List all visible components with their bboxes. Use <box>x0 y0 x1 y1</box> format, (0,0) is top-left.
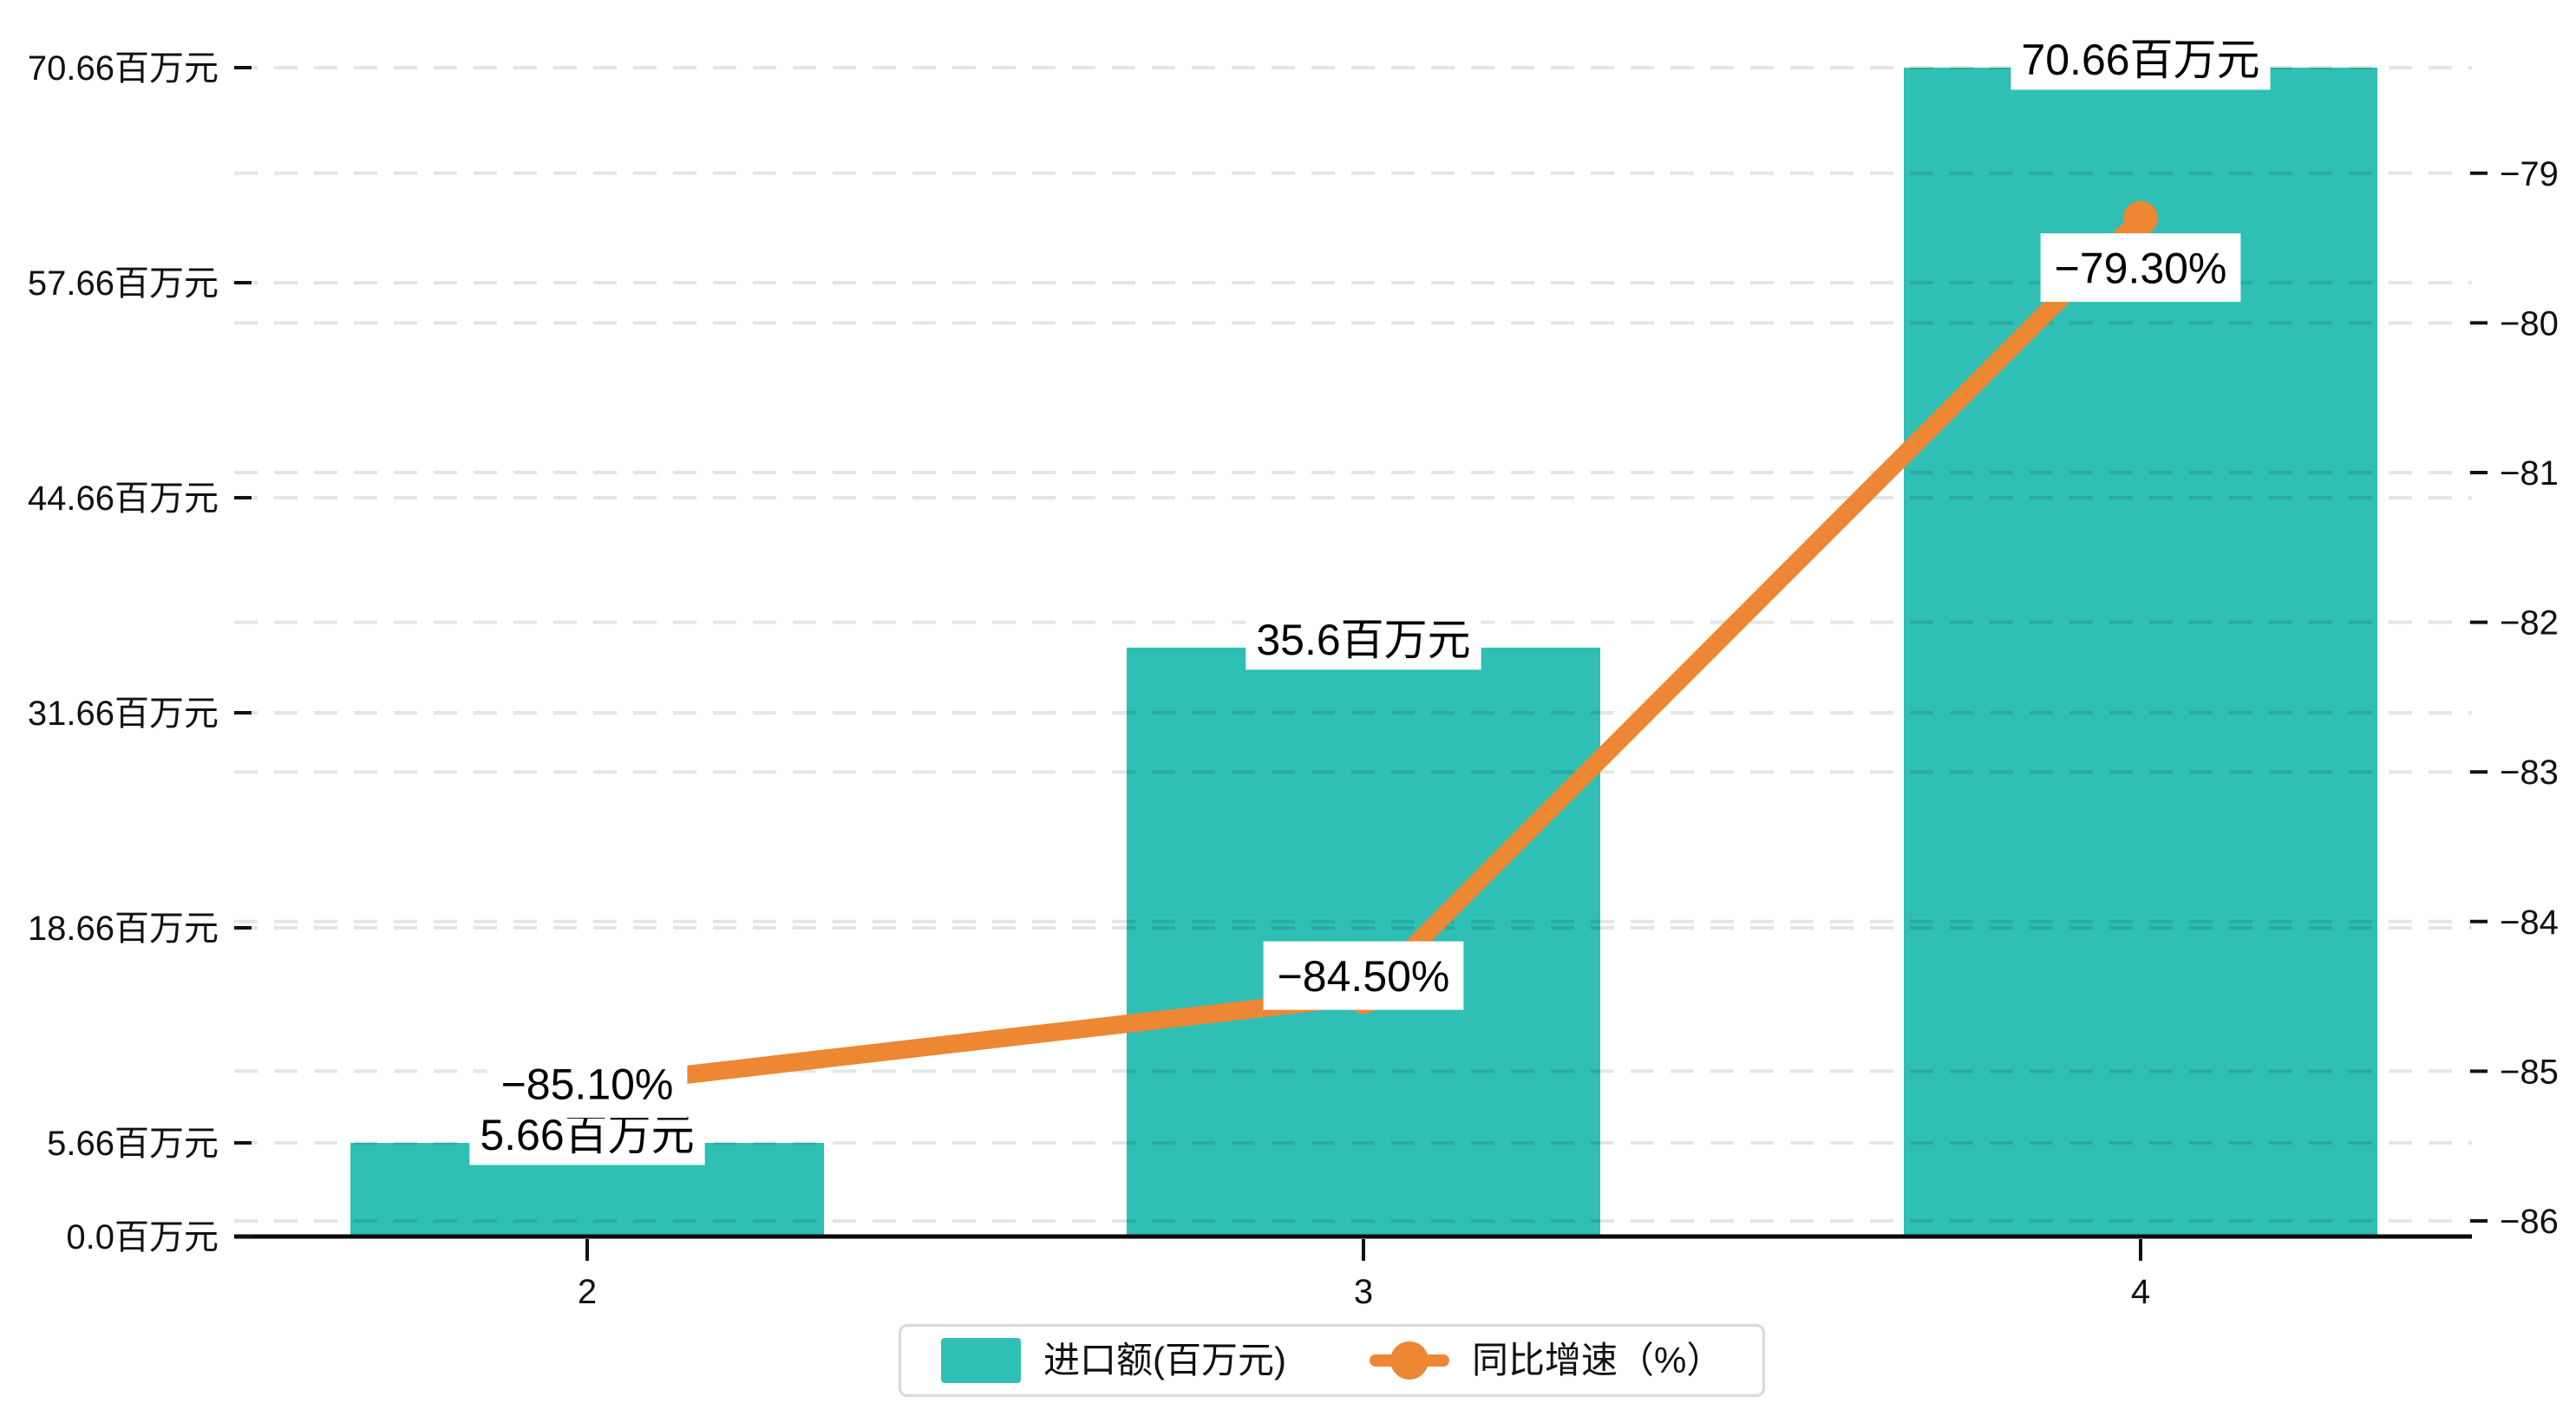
legend-item-label: 进口额(百万元) <box>1043 1340 1286 1380</box>
svg-text:−79.30%: −79.30% <box>2055 245 2227 293</box>
right-axis-tick-label: −82 <box>2500 604 2559 643</box>
line-value-label: −79.30% <box>2040 233 2241 303</box>
x-axis: 2 3 4 <box>578 1239 2150 1311</box>
right-axis-tick-label: −83 <box>2500 754 2559 792</box>
right-axis-tick-label: −85 <box>2500 1053 2559 1091</box>
line-value-label: −84.50% <box>1263 941 1464 1010</box>
svg-text:−85.10%: −85.10% <box>501 1060 674 1109</box>
svg-text:35.6百万元: 35.6百万元 <box>1256 616 1470 664</box>
right-axis-tick-label: −79 <box>2500 155 2559 193</box>
left-axis-tick-label: 31.66百万元 <box>28 695 219 733</box>
left-axis-tick-label: 44.66百万元 <box>28 480 219 518</box>
x-axis-tick-label: 2 <box>578 1273 597 1311</box>
left-axis-tick-label: 70.66百万元 <box>28 49 219 88</box>
bar-swatch-icon <box>941 1338 1021 1383</box>
left-axis-tick-label: 18.66百万元 <box>28 910 219 948</box>
right-axis-tick-label: −86 <box>2500 1203 2559 1241</box>
bar-value-label: 35.6百万元 <box>1246 608 1481 670</box>
line-marker-icon <box>1369 1338 1449 1383</box>
gridlines <box>234 66 2472 1223</box>
line-value-label: −85.10% <box>487 1049 688 1119</box>
line-marker[interactable] <box>2123 200 2158 236</box>
legend-item-growth[interactable]: 同比增速（%） <box>1369 1338 1723 1383</box>
legend: 进口额(百万元) 同比增速（%） <box>899 1324 1766 1397</box>
right-axis: −79 −80 −81 −82 −83 −84 −85 −86 <box>2470 155 2559 1241</box>
x-axis-tick-label: 4 <box>2131 1273 2150 1311</box>
svg-text:−84.50%: −84.50% <box>1278 952 1450 1001</box>
bar-value-label: 70.66百万元 <box>2010 28 2271 90</box>
right-axis-tick-label: −80 <box>2500 304 2559 343</box>
left-axis-tick-label: 5.66百万元 <box>47 1125 219 1163</box>
svg-text:5.66百万元: 5.66百万元 <box>480 1111 694 1159</box>
svg-text:70.66百万元: 70.66百万元 <box>2021 36 2259 84</box>
x-axis-tick-label: 3 <box>1354 1273 1373 1311</box>
legend-item-import[interactable]: 进口额(百万元) <box>941 1338 1286 1383</box>
right-axis-tick-label: −81 <box>2500 454 2559 493</box>
left-axis-tick-label: 0.0百万元 <box>66 1218 219 1256</box>
right-axis-tick-label: −84 <box>2500 904 2559 942</box>
left-axis-tick-label: 57.66百万元 <box>28 264 219 303</box>
left-axis: 0.0百万元 5.66百万元 18.66百万元 31.66百万元 44.66百万元 57.… <box>28 49 252 1256</box>
legend-item-label: 同比增速（%） <box>1471 1340 1723 1380</box>
